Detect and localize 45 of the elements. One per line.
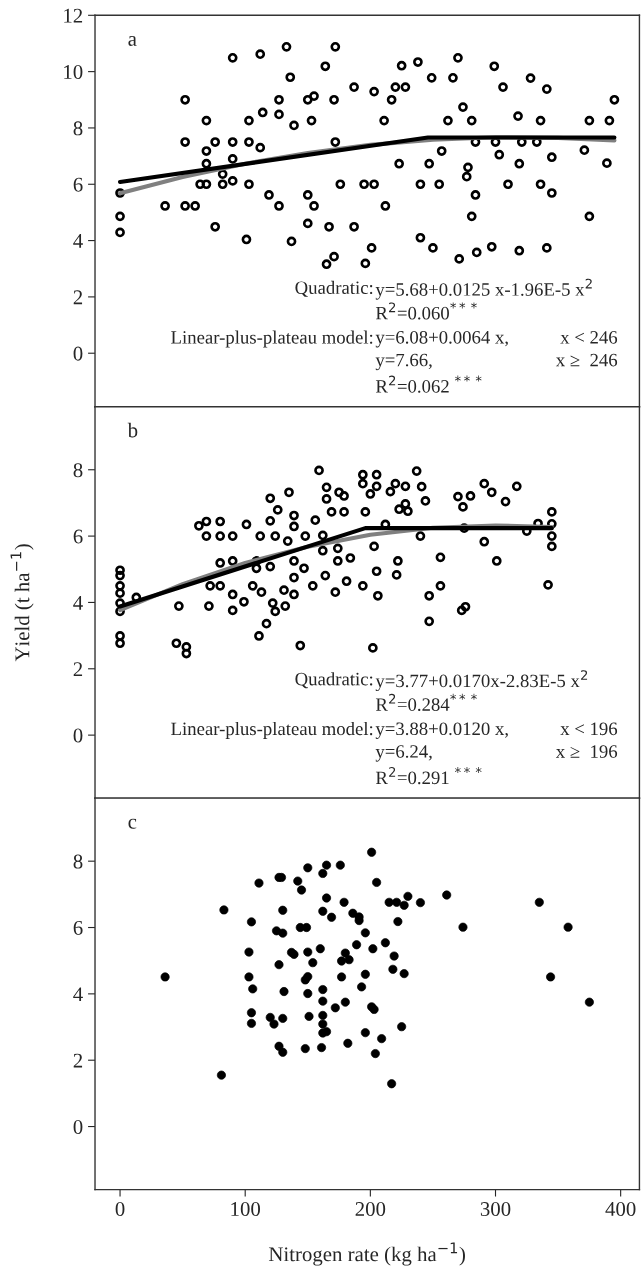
y-tick-label: 6	[73, 177, 83, 192]
y-axis-title: Yield (t ha$^{−1}$)	[10, 544, 34, 662]
y-tick-label: 6	[73, 920, 83, 935]
annotation: x ≥ 246	[555, 353, 618, 367]
annotation: x < 196	[560, 722, 618, 736]
x-tick-label: 400	[605, 1201, 636, 1217]
y-tick-label: 8	[73, 121, 83, 136]
annotation: Linear-plus-plateau model:	[171, 721, 373, 739]
y-tick-label: 4	[73, 595, 83, 610]
annotation: x < 246	[560, 331, 618, 344]
annotation: Quadratic:	[295, 280, 373, 297]
y-tick-label: 6	[73, 529, 83, 544]
x-tick-label: 100	[231, 1201, 261, 1217]
y-tick-label: 2	[73, 290, 83, 305]
annotation: R$^{2}$=0.291 $^{***}$	[375, 767, 482, 785]
y-tick-label: 0	[73, 728, 83, 743]
y-tick-label: 0	[73, 1119, 83, 1134]
annotation: x ≥ 196	[555, 745, 618, 758]
annotation: Linear-plus-plateau model:	[171, 330, 373, 348]
annotation: a	[128, 35, 137, 46]
x-tick-label: 0	[115, 1201, 125, 1217]
annotation: y=3.88+0.0120 x,	[375, 722, 508, 739]
y-tick-label: 8	[73, 463, 83, 478]
y-tick-label: 2	[73, 662, 83, 677]
x-tick-label: 200	[355, 1201, 386, 1217]
annotation: b	[127, 422, 138, 438]
y-tick-label: 12	[64, 8, 83, 23]
annotation: y=6.08+0.0064 x,	[375, 331, 508, 348]
annotation: c	[128, 818, 137, 829]
annotation: R$^{2}$=0.062 $^{***}$	[375, 375, 482, 393]
annotation: R$^{2}$=0.284$^{***}$	[375, 693, 477, 712]
y-tick-label: 2	[73, 1053, 83, 1068]
y-tick-label: 0	[73, 346, 83, 361]
annotation: y=7.66,	[375, 353, 432, 371]
y-tick-label: 4	[73, 234, 83, 248]
x-tick-label: 300	[480, 1201, 511, 1217]
x-axis-title: Nitrogen rate (kg ha$^{−1}$)	[268, 1242, 465, 1266]
annotation: y=6.24,	[375, 745, 432, 762]
annotation: y=3.77+0.0170x-2.83E-5 x$^{2}$	[375, 670, 588, 692]
y-tick-label: 10	[64, 64, 83, 80]
annotation: R$^{2}$=0.060$^{***}$	[375, 302, 477, 320]
y-tick-label: 8	[73, 854, 83, 869]
annotation: Quadratic:	[295, 672, 373, 689]
y-tick-label: 4	[73, 987, 83, 1002]
annotation: y=5.68+0.0125 x-1.96E-5 x$^{2}$	[375, 278, 592, 300]
